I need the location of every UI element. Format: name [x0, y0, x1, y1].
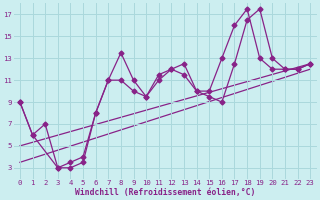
X-axis label: Windchill (Refroidissement éolien,°C): Windchill (Refroidissement éolien,°C) [75, 188, 255, 197]
